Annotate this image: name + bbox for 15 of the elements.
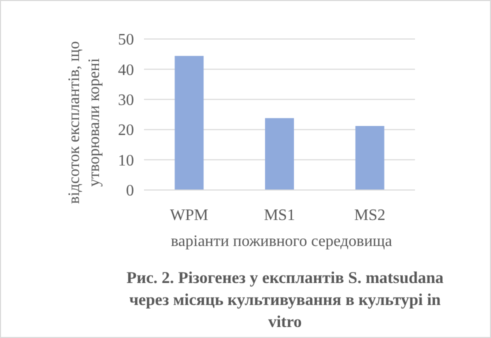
x-tick-label: MS1	[264, 207, 296, 224]
y-tick-label: 50	[118, 32, 134, 49]
y-tick-label: 30	[118, 92, 134, 109]
y-tick-label: 20	[118, 122, 134, 140]
bar	[174, 56, 204, 190]
text: Рис. 2. Різогенез у експлантів S. matsudana через місяць культивування в культурі in vitro	[126, 268, 444, 331]
bar	[265, 118, 294, 190]
x-tick-label: WPM	[170, 207, 208, 224]
y-tick-label: 0	[126, 182, 134, 200]
y-tick-label: 10	[118, 152, 134, 170]
bar	[355, 126, 384, 190]
y-axis-title: відсоток експлантів, що утворювали корені	[66, 41, 103, 204]
x-tick-label: MS2	[354, 207, 386, 224]
x-axis-title: варіанти поживного середовища	[170, 233, 392, 250]
y-tick-label: 40	[118, 62, 134, 79]
